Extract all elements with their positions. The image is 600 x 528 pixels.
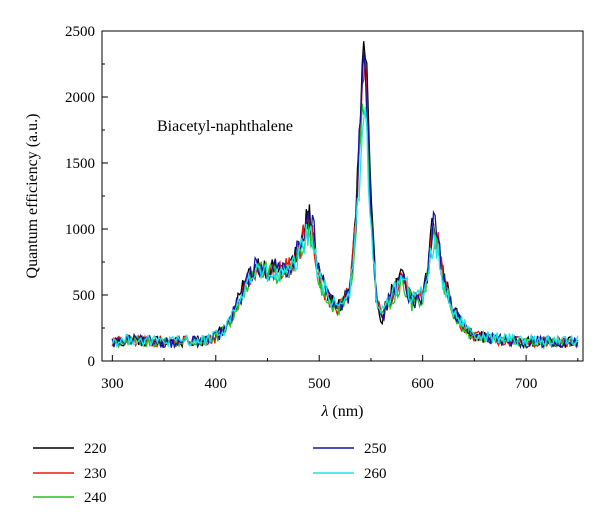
plot-frame (101, 30, 584, 362)
chart-annotation: Biacetyl-naphthalene (157, 118, 293, 135)
y-axis-title: Quantum efficiency (a.u.) (24, 114, 41, 279)
legend-label-230: 230 (84, 466, 107, 482)
x-tick-label: 600 (411, 376, 434, 392)
legend: 220 230 240 250 260 (33, 441, 387, 506)
x-tick-label: 400 (205, 376, 228, 392)
y-tick-label: 2000 (65, 90, 95, 106)
legend-label-220: 220 (84, 441, 107, 457)
y-tick-label: 500 (73, 288, 96, 304)
y-tick-label: 1000 (65, 222, 95, 238)
y-tick-label: 2500 (65, 24, 95, 40)
x-tick-label: 300 (101, 376, 124, 392)
x-axis-ticks: 300 400 500 600 700 (101, 355, 579, 392)
legend-label-250: 250 (364, 441, 387, 457)
series-line-240 (112, 103, 579, 350)
legend-label-240: 240 (84, 490, 107, 506)
y-axis-ticks: 0 500 1000 1500 2000 2500 (65, 24, 108, 370)
series-line-260 (111, 106, 579, 349)
x-axis-symbol: λ (320, 403, 328, 420)
y-tick-label: 0 (88, 354, 96, 370)
x-tick-label: 500 (308, 376, 331, 392)
legend-label-260: 260 (364, 466, 387, 482)
series-line-230 (111, 61, 579, 349)
x-axis-title: λ (nm) (320, 403, 363, 420)
y-tick-label: 1500 (65, 156, 95, 172)
series-line-250 (111, 50, 579, 350)
x-tick-label: 700 (515, 376, 538, 392)
x-axis-unit: (nm) (328, 403, 363, 420)
plot-lines (111, 41, 579, 350)
